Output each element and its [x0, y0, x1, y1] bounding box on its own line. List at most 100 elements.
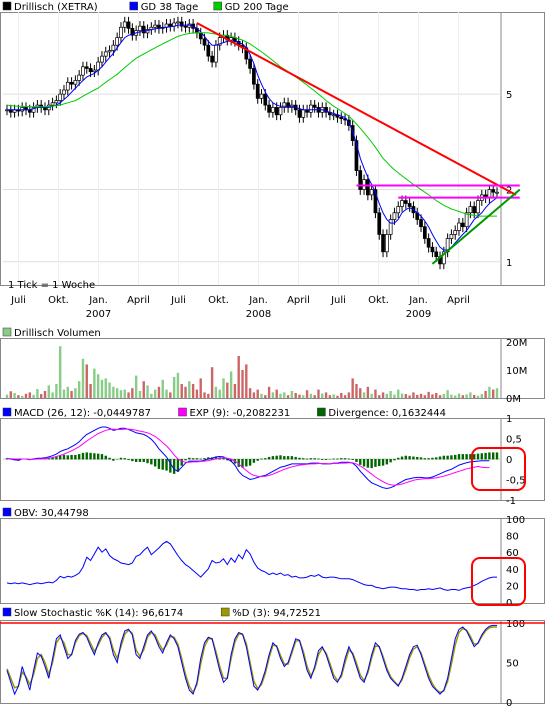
volume-bar — [138, 391, 142, 398]
macd-divergence-bar — [469, 454, 472, 460]
macd-divergence-bar — [93, 453, 96, 460]
price-candle-body — [297, 109, 302, 118]
volume-bar — [191, 384, 195, 398]
macd-divergence-bar — [461, 454, 465, 460]
volume-bar — [438, 395, 442, 398]
price-candle-body — [449, 234, 454, 239]
macd-divergence-bar — [58, 455, 62, 460]
volume-bar — [286, 395, 290, 398]
volume-bar — [412, 392, 415, 398]
macd-divergence-bar — [378, 459, 381, 467]
tick-note: 1 Tick = 1 Woche — [8, 280, 95, 291]
x-tick-label: Juli — [330, 295, 346, 306]
obv-highlight-box — [471, 557, 526, 606]
volume-bar — [324, 392, 328, 398]
volume-bar — [347, 392, 351, 398]
volume-bar — [492, 389, 495, 398]
volume-bar — [290, 391, 294, 398]
price-candle-body — [138, 25, 142, 31]
price-candle-body — [453, 230, 458, 235]
volume-bar — [188, 381, 191, 398]
macd-divergence-bar — [172, 459, 176, 474]
price-panel-frame — [0, 12, 545, 286]
volume-bar — [457, 393, 461, 398]
x-tick-label: April — [447, 295, 470, 306]
volume-bar — [134, 375, 138, 398]
macd-divergence-bar — [157, 459, 161, 469]
macd-divergence-bar — [248, 459, 252, 466]
stoch-k-line — [6, 624, 497, 696]
macd-divergence-bar — [279, 455, 282, 460]
volume-bar — [142, 381, 145, 398]
price-candle-body — [369, 189, 374, 196]
macd-divergence-bar — [355, 459, 358, 462]
macd-divergence-bar — [473, 454, 476, 460]
price-legend-swatch — [213, 1, 222, 11]
price-y-tick-label: 5 — [506, 90, 512, 101]
volume-bar — [20, 395, 24, 398]
macd-divergence-bar — [359, 459, 362, 465]
volume-bar — [302, 395, 305, 398]
macd-divergence-bar — [332, 458, 335, 460]
volume-bar — [104, 378, 107, 398]
macd-divergence-bar — [347, 458, 351, 460]
volume-bar — [153, 389, 157, 398]
macd-divergence-bar — [108, 457, 111, 460]
macd-divergence-bar — [362, 459, 366, 467]
macd-divergence-bar — [275, 455, 278, 460]
volume-bar — [473, 394, 476, 398]
price-candle-body — [69, 81, 74, 85]
price-candle-body — [324, 107, 328, 113]
volume-bar — [309, 393, 313, 398]
stoch-legend-label: Slow Stochastic %K (14): 96,6174 — [14, 608, 183, 619]
price-candle-body — [441, 251, 446, 265]
volume-bar — [131, 388, 134, 398]
macd-legend-swatch — [178, 407, 187, 417]
price-candle-body — [20, 107, 25, 112]
volume-y-tick-label: 10M — [506, 366, 527, 377]
volume-bar — [199, 378, 202, 398]
price-candle-body — [388, 219, 393, 235]
macd-divergence-bar — [476, 453, 480, 460]
macd-legend-label: EXP (9): -0,2082231 — [190, 408, 291, 419]
macd-divergence-bar — [416, 456, 419, 460]
volume-bar — [195, 389, 199, 398]
price-candle-body — [50, 102, 55, 106]
volume-bar — [161, 379, 164, 398]
price-candle-body — [210, 55, 214, 63]
macd-y-tick-label: -1 — [506, 496, 516, 507]
volume-bar — [237, 356, 240, 398]
price-candle-body — [267, 104, 271, 113]
macd-divergence-bar — [203, 458, 206, 460]
macd-divergence-bar — [214, 456, 218, 460]
volume-bar — [13, 392, 16, 398]
price-candle-body — [460, 222, 465, 228]
volume-bar — [62, 389, 66, 398]
macd-legend-swatch — [2, 407, 12, 417]
stoch-y-tick-label: 0 — [506, 698, 512, 709]
obv-legend-label: OBV: 30,44798 — [14, 508, 89, 519]
macd-divergence-bar — [184, 459, 187, 461]
obv-y-tick-label: 80 — [506, 532, 519, 543]
price-candle-body — [274, 107, 279, 116]
obv-panel-frame — [0, 518, 545, 604]
macd-divergence-bar — [207, 457, 210, 460]
price-candle-body — [400, 200, 404, 207]
price-candle-body — [176, 21, 180, 24]
macd-divergence-bar — [127, 459, 130, 460]
macd-divergence-bar — [328, 459, 332, 460]
volume-bar — [210, 367, 214, 398]
macd-divergence-bar — [85, 452, 88, 460]
volume-bar — [108, 382, 111, 398]
macd-divergence-bar — [89, 452, 92, 460]
volume-bar — [476, 395, 480, 398]
volume-bar — [267, 386, 271, 398]
macd-divergence-bar — [161, 459, 164, 470]
macd-divergence-bar — [252, 459, 256, 463]
macd-divergence-bar — [267, 456, 271, 460]
price-candle-body — [103, 51, 108, 57]
volume-bar — [495, 388, 499, 398]
macd-y-tick-label: 0 — [506, 455, 512, 466]
macd-divergence-bar — [324, 459, 328, 460]
macd-divergence-bar — [271, 456, 275, 460]
